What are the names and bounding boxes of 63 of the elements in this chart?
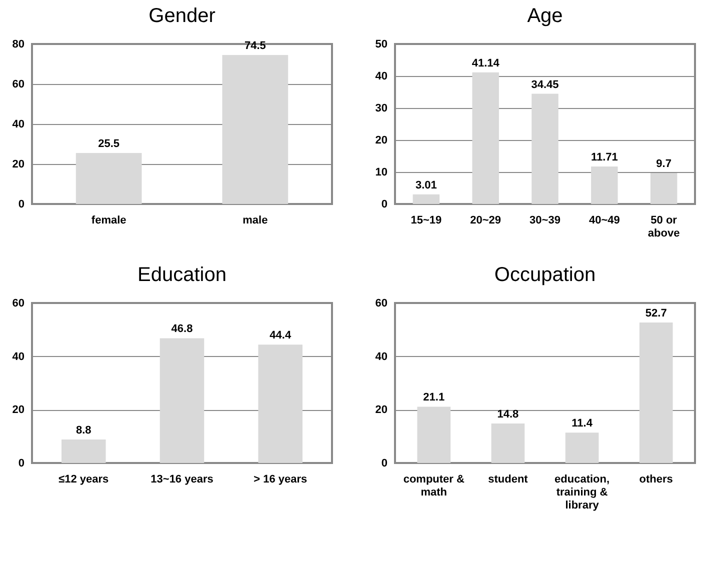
y-tick-label: 10 <box>375 166 388 178</box>
y-tick-label: 50 <box>375 38 388 50</box>
bar <box>491 424 525 463</box>
bar <box>160 338 204 463</box>
x-tick-label: ≤12 years <box>58 474 109 486</box>
bar <box>650 172 678 204</box>
bar <box>639 322 673 463</box>
x-tick-label: student <box>488 474 528 486</box>
y-tick-label: 40 <box>12 350 24 363</box>
y-tick-label: 40 <box>12 118 24 130</box>
data-label: 46.8 <box>171 323 193 336</box>
x-tick-label: 15~19 <box>410 214 442 226</box>
x-tick-label: computer & math <box>403 474 464 498</box>
x-tick-label: 40~49 <box>588 214 620 226</box>
y-tick-label: 40 <box>375 70 388 82</box>
x-tick-label: others <box>639 474 673 486</box>
data-label: 21.1 <box>423 392 445 404</box>
x-tick-label: 20~29 <box>470 214 502 226</box>
bar <box>417 406 451 463</box>
data-label: 11.71 <box>590 152 618 164</box>
x-tick-label: 50 or above <box>648 214 680 240</box>
bar <box>591 166 618 204</box>
bar <box>62 440 106 463</box>
data-label: 8.8 <box>76 424 92 437</box>
y-tick-label: 0 <box>18 458 24 470</box>
y-tick-label: 40 <box>375 350 388 363</box>
data-label: 52.7 <box>645 307 667 320</box>
y-tick-label: 30 <box>375 102 388 114</box>
y-tick-label: 0 <box>381 198 388 210</box>
bar <box>565 432 599 463</box>
x-tick-label: education, training & library <box>554 474 610 512</box>
x-tick-label: female <box>91 214 126 226</box>
chart-title: Education <box>138 264 226 286</box>
y-tick-label: 0 <box>18 198 24 210</box>
x-tick-label: > 16 years <box>254 474 308 486</box>
bar <box>258 344 302 463</box>
x-tick-label: male <box>242 214 268 226</box>
data-label: 3.01 <box>415 179 437 192</box>
x-tick-label: 30~39 <box>530 214 560 226</box>
y-tick-label: 0 <box>381 458 388 470</box>
data-label: 41.14 <box>472 57 500 70</box>
y-tick-label: 80 <box>12 38 24 50</box>
bar <box>412 194 440 204</box>
y-tick-label: 60 <box>375 298 388 310</box>
data-label: 25.5 <box>98 138 120 150</box>
y-tick-label: 60 <box>12 298 24 310</box>
y-tick-label: 20 <box>375 404 388 416</box>
data-label: 11.4 <box>572 418 594 430</box>
chart-title: Age <box>527 5 563 27</box>
y-tick-label: 60 <box>12 78 24 90</box>
bar <box>472 72 499 204</box>
chart-title: Gender <box>148 5 216 27</box>
bar <box>532 94 558 204</box>
y-tick-label: 20 <box>12 158 24 170</box>
chart-title: Occupation <box>494 264 596 286</box>
data-label: 9.7 <box>656 158 672 170</box>
y-tick-label: 20 <box>375 134 388 146</box>
data-label: 44.4 <box>270 330 292 342</box>
x-tick-label: 13~16 years <box>150 474 214 486</box>
data-label: 34.45 <box>531 78 559 91</box>
data-label: 74.5 <box>244 40 266 52</box>
data-label: 14.8 <box>497 408 519 421</box>
y-tick-label: 20 <box>12 404 24 416</box>
